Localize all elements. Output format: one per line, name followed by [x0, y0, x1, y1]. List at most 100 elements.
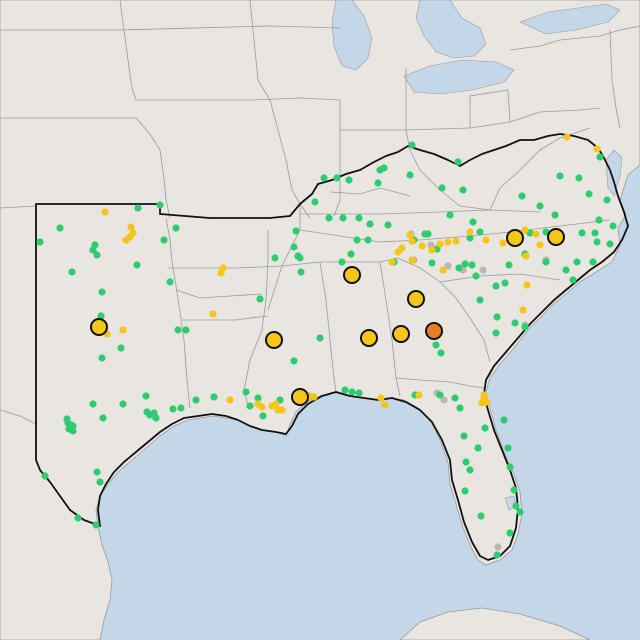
green-site-marker[interactable] — [516, 508, 524, 516]
green-site-marker[interactable] — [98, 288, 106, 296]
green-site-marker[interactable] — [347, 250, 355, 258]
gray-site-marker[interactable] — [440, 396, 448, 404]
green-site-marker[interactable] — [596, 153, 604, 161]
green-site-marker[interactable] — [325, 214, 333, 222]
gray-site-marker[interactable] — [444, 262, 452, 270]
green-site-marker[interactable] — [501, 279, 509, 287]
green-site-marker[interactable] — [477, 512, 485, 520]
green-site-marker[interactable] — [292, 227, 300, 235]
green-site-marker[interactable] — [74, 514, 82, 522]
green-site-marker[interactable] — [446, 211, 454, 219]
green-site-marker[interactable] — [93, 468, 101, 476]
green-site-marker[interactable] — [466, 466, 474, 474]
green-site-marker[interactable] — [573, 258, 581, 266]
yellow-site-marker[interactable] — [406, 231, 414, 239]
large-yellow-marker[interactable] — [407, 290, 425, 308]
large-yellow-marker[interactable] — [360, 329, 378, 347]
green-site-marker[interactable] — [438, 184, 446, 192]
green-site-marker[interactable] — [242, 388, 250, 396]
green-site-marker[interactable] — [551, 211, 559, 219]
yellow-site-marker[interactable] — [522, 252, 530, 260]
green-site-marker[interactable] — [134, 204, 142, 212]
yellow-site-marker[interactable] — [101, 208, 109, 216]
green-site-marker[interactable] — [492, 282, 500, 290]
green-site-marker[interactable] — [472, 272, 480, 280]
green-site-marker[interactable] — [353, 236, 361, 244]
green-site-marker[interactable] — [290, 243, 298, 251]
green-site-marker[interactable] — [421, 230, 429, 238]
yellow-site-marker[interactable] — [439, 266, 447, 274]
green-site-marker[interactable] — [316, 334, 324, 342]
large-yellow-marker[interactable] — [90, 318, 108, 336]
green-site-marker[interactable] — [271, 254, 279, 262]
gray-site-marker[interactable] — [479, 266, 487, 274]
green-site-marker[interactable] — [142, 392, 150, 400]
green-site-marker[interactable] — [348, 388, 356, 396]
green-site-marker[interactable] — [578, 229, 586, 237]
green-site-marker[interactable] — [345, 176, 353, 184]
green-site-marker[interactable] — [506, 463, 514, 471]
green-site-marker[interactable] — [493, 313, 501, 321]
yellow-site-marker[interactable] — [452, 237, 460, 245]
green-site-marker[interactable] — [177, 404, 185, 412]
yellow-site-marker[interactable] — [217, 269, 225, 277]
green-site-marker[interactable] — [311, 198, 319, 206]
yellow-site-marker[interactable] — [226, 396, 234, 404]
green-site-marker[interactable] — [500, 416, 508, 424]
green-site-marker[interactable] — [320, 174, 328, 182]
green-site-marker[interactable] — [493, 551, 501, 559]
yellow-site-marker[interactable] — [377, 394, 385, 402]
green-site-marker[interactable] — [542, 258, 550, 266]
green-site-marker[interactable] — [259, 412, 267, 420]
green-site-marker[interactable] — [333, 174, 341, 182]
green-site-marker[interactable] — [521, 323, 529, 331]
green-site-marker[interactable] — [456, 404, 464, 412]
large-yellow-marker[interactable] — [392, 325, 410, 343]
green-site-marker[interactable] — [505, 261, 513, 269]
yellow-site-marker[interactable] — [593, 145, 601, 153]
green-site-marker[interactable] — [341, 386, 349, 394]
green-site-marker[interactable] — [36, 238, 44, 246]
green-site-marker[interactable] — [156, 201, 164, 209]
green-site-marker[interactable] — [338, 258, 346, 266]
green-site-marker[interactable] — [297, 268, 305, 276]
green-site-marker[interactable] — [562, 266, 570, 274]
yellow-site-marker[interactable] — [258, 403, 266, 411]
yellow-site-marker[interactable] — [310, 393, 318, 401]
yellow-site-marker[interactable] — [381, 401, 389, 409]
green-site-marker[interactable] — [466, 234, 474, 242]
yellow-site-marker[interactable] — [466, 228, 474, 236]
green-site-marker[interactable] — [432, 341, 440, 349]
large-yellow-marker[interactable] — [547, 228, 565, 246]
green-site-marker[interactable] — [589, 258, 597, 266]
green-site-marker[interactable] — [246, 402, 254, 410]
green-site-marker[interactable] — [454, 158, 462, 166]
green-site-marker[interactable] — [41, 472, 49, 480]
yellow-site-marker[interactable] — [536, 241, 544, 249]
green-site-marker[interactable] — [119, 400, 127, 408]
yellow-site-marker[interactable] — [499, 239, 507, 247]
green-site-marker[interactable] — [455, 264, 463, 272]
green-site-marker[interactable] — [451, 394, 459, 402]
yellow-site-marker[interactable] — [482, 236, 490, 244]
green-site-marker[interactable] — [117, 344, 125, 352]
green-site-marker[interactable] — [575, 174, 583, 182]
green-site-marker[interactable] — [174, 326, 182, 334]
yellow-site-marker[interactable] — [436, 240, 444, 248]
green-site-marker[interactable] — [68, 268, 76, 276]
green-site-marker[interactable] — [406, 171, 414, 179]
yellow-site-marker[interactable] — [209, 310, 217, 318]
large-yellow-marker[interactable] — [506, 229, 524, 247]
yellow-site-marker[interactable] — [272, 400, 280, 408]
green-site-marker[interactable] — [591, 229, 599, 237]
green-site-marker[interactable] — [89, 246, 97, 254]
green-site-marker[interactable] — [256, 295, 264, 303]
green-site-marker[interactable] — [481, 424, 489, 432]
yellow-site-marker[interactable] — [428, 246, 436, 254]
yellow-site-marker[interactable] — [408, 237, 416, 245]
green-site-marker[interactable] — [166, 278, 174, 286]
green-site-marker[interactable] — [595, 216, 603, 224]
green-site-marker[interactable] — [93, 251, 101, 259]
green-site-marker[interactable] — [294, 252, 302, 260]
yellow-site-marker[interactable] — [418, 242, 426, 250]
